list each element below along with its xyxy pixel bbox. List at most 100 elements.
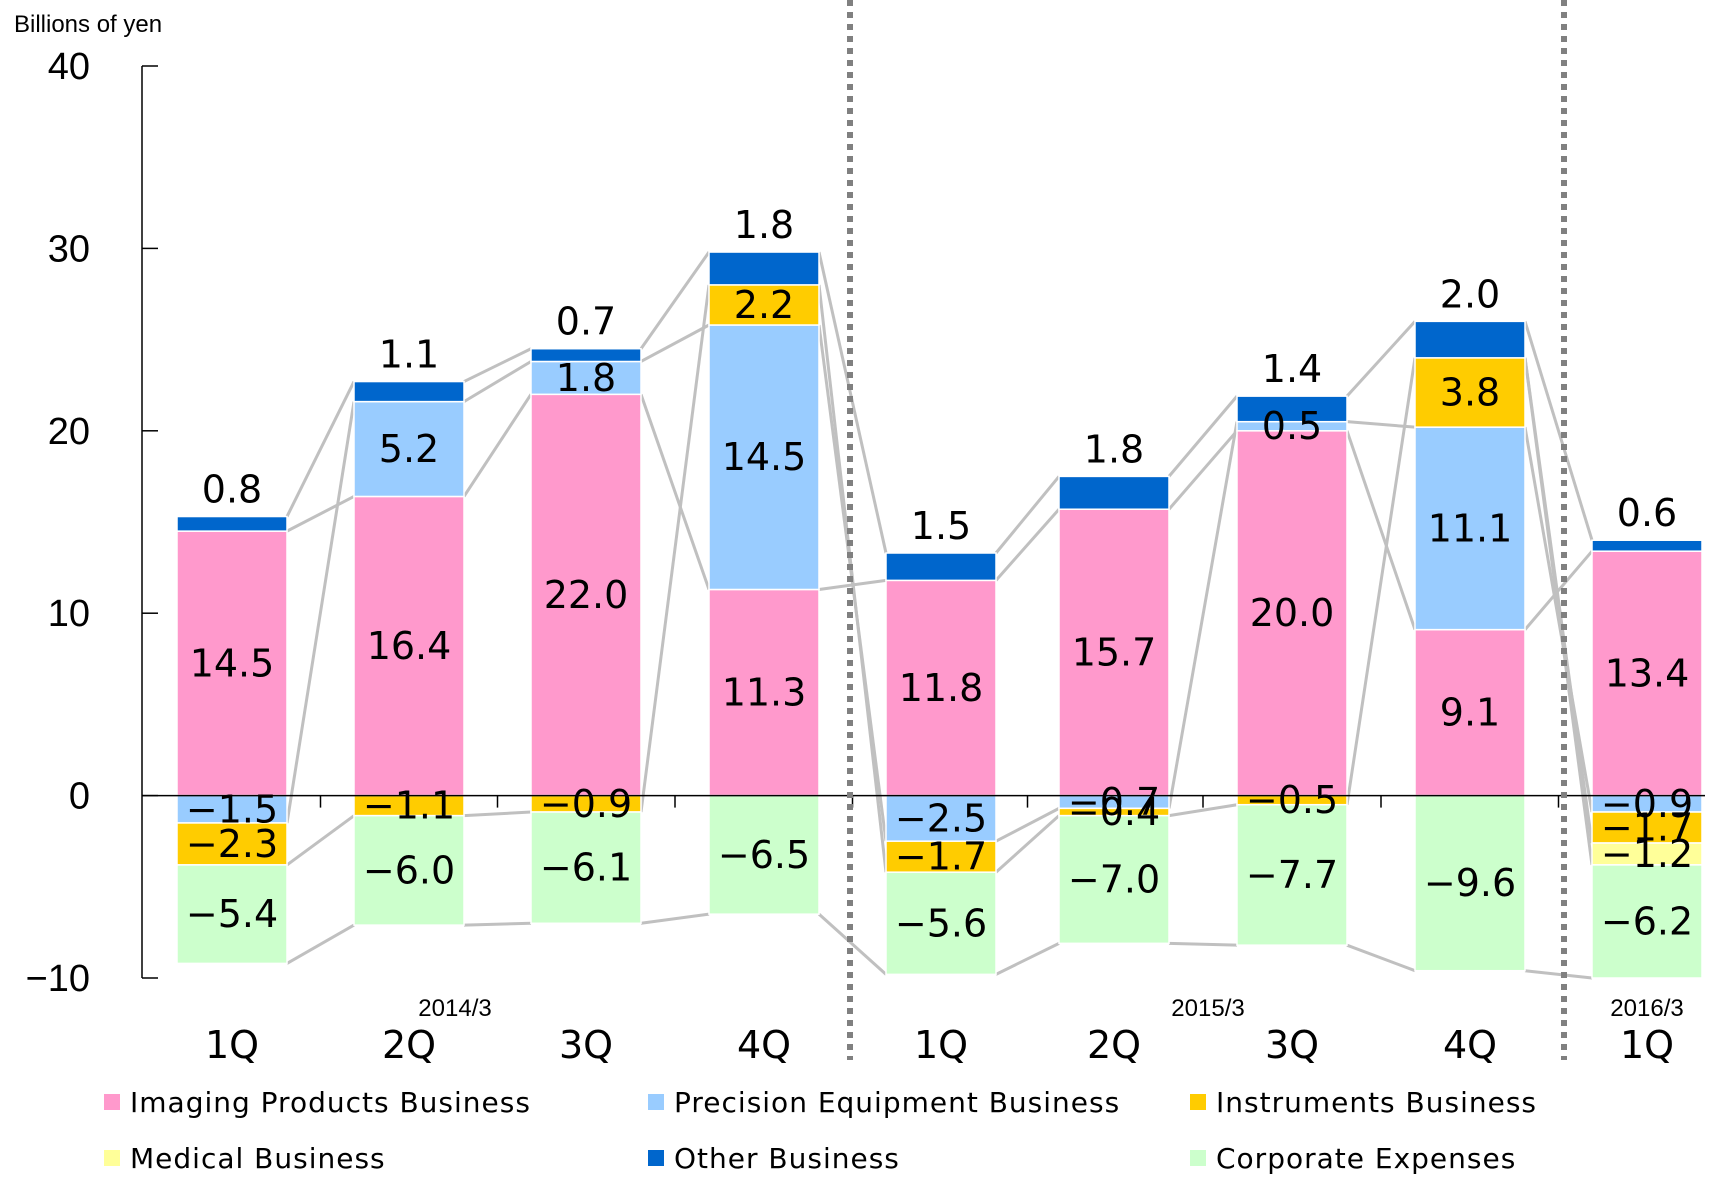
data-label: −1.5	[186, 787, 278, 831]
legend-swatch	[1190, 1150, 1206, 1166]
bar-segment	[530, 811, 642, 925]
data-label: 13.4	[1605, 651, 1690, 695]
data-label: 11.1	[1428, 506, 1513, 550]
connector-line	[995, 807, 1060, 843]
connector-lines	[285, 251, 1594, 980]
connector-line	[994, 475, 1061, 554]
x-category-label: 1Q	[205, 1023, 259, 1067]
data-label: 1.5	[911, 504, 971, 548]
data-label: −2.3	[186, 822, 278, 866]
data-label: 11.8	[899, 666, 984, 710]
data-label: −0.7	[1068, 780, 1160, 824]
data-label: −6.0	[363, 848, 455, 892]
data-label: 5.2	[379, 427, 439, 471]
data-label: 0.6	[1617, 491, 1677, 535]
data-label: 2.2	[734, 283, 794, 327]
data-label: −2.5	[895, 796, 987, 840]
connector-line	[463, 921, 532, 927]
data-label: 11.3	[722, 671, 807, 715]
legend-swatch	[104, 1150, 120, 1166]
connector-line	[1167, 429, 1239, 511]
connector-line	[817, 913, 888, 976]
connector-line	[640, 912, 710, 925]
data-label: −7.0	[1068, 858, 1160, 902]
bar-segment	[1058, 814, 1170, 945]
bar-segment	[885, 871, 997, 976]
bar-segment	[353, 495, 465, 797]
connector-line	[463, 347, 532, 383]
bar-segment	[530, 393, 642, 797]
bar-segment	[1591, 539, 1703, 552]
x-category-label: 1Q	[1620, 1023, 1674, 1067]
bar-segment	[1236, 395, 1348, 423]
connector-line	[1345, 430, 1417, 631]
legend-label: Precision Equipment Business	[674, 1086, 1120, 1119]
connector-line	[286, 814, 355, 867]
legend-label: Instruments Business	[1216, 1086, 1537, 1119]
data-label: −5.4	[186, 892, 278, 936]
bar-segment	[1591, 864, 1703, 979]
connector-line	[640, 323, 710, 363]
connector-line	[639, 251, 711, 350]
connector-line	[286, 495, 355, 533]
data-label: 9.1	[1440, 691, 1500, 735]
bar-segment	[1591, 550, 1703, 797]
legend-label: Imaging Products Business	[130, 1086, 531, 1119]
bar-segment	[708, 251, 820, 286]
data-label: −9.6	[1424, 861, 1516, 905]
legend: Imaging Products Business Precision Equip…	[104, 1086, 1537, 1175]
bar-segment	[530, 347, 642, 363]
connector-line	[1168, 803, 1238, 818]
fiscal-year-label: 2016/3	[1610, 995, 1683, 1022]
data-label: 22.0	[544, 573, 629, 617]
y-tick-label: −10	[26, 958, 90, 1000]
bar-segment	[176, 515, 288, 532]
bar-segment	[1058, 475, 1170, 510]
bar-segment	[1591, 811, 1703, 844]
fiscal-year-label: 2015/3	[1171, 995, 1244, 1022]
x-category-label: 1Q	[914, 1023, 968, 1067]
axes: −10 0 10 20 30 40	[26, 0, 1705, 1060]
bar-segment	[1236, 430, 1348, 797]
data-label: 20.0	[1250, 591, 1335, 635]
bar-segment	[885, 794, 997, 842]
bar-segment	[1414, 628, 1526, 797]
connector-line	[1523, 320, 1594, 541]
bar-segment	[1414, 426, 1526, 631]
y-tick-label: 10	[48, 593, 90, 635]
data-label: 3.8	[1440, 370, 1500, 414]
data-label: −7.7	[1246, 853, 1338, 897]
connector-line	[463, 360, 532, 403]
legend-swatch	[1190, 1094, 1206, 1110]
x-axis-labels: 1Q 2Q 3Q 4Q 1Q 2Q 3Q 4Q 1Q 2014/3 2015/3 2016/3	[205, 995, 1684, 1067]
connector-line	[1167, 421, 1239, 809]
fiscal-year-label: 2014/3	[418, 995, 491, 1022]
data-label: −6.5	[718, 833, 810, 877]
data-label: −1.7	[1601, 806, 1693, 850]
x-category-label: 3Q	[1265, 1023, 1319, 1067]
connector-line	[1346, 943, 1416, 973]
x-category-label: 3Q	[559, 1023, 613, 1067]
data-label: 15.7	[1072, 630, 1157, 674]
bar-segment	[708, 588, 820, 797]
x-category-label: 4Q	[737, 1023, 791, 1067]
data-label: 0.5	[1262, 404, 1322, 448]
y-tick-label: 40	[48, 46, 90, 88]
data-label: 14.5	[722, 435, 807, 479]
bar-segment	[176, 822, 288, 866]
connector-line	[1345, 357, 1417, 805]
bar-segment	[1414, 357, 1526, 428]
y-tick-label: 20	[48, 411, 90, 453]
connector-line	[817, 251, 888, 554]
connector-line	[994, 814, 1061, 874]
y-axis-title: Billions of yen	[14, 11, 162, 38]
bar-segment	[1236, 803, 1348, 946]
legend-swatch	[648, 1150, 664, 1166]
connector-line	[1168, 941, 1238, 947]
bar-segment	[353, 400, 465, 498]
data-label: −0.9	[540, 782, 632, 826]
data-label: −6.2	[1601, 899, 1693, 943]
bar-segment	[708, 794, 820, 915]
data-label: 1.4	[1262, 347, 1322, 391]
